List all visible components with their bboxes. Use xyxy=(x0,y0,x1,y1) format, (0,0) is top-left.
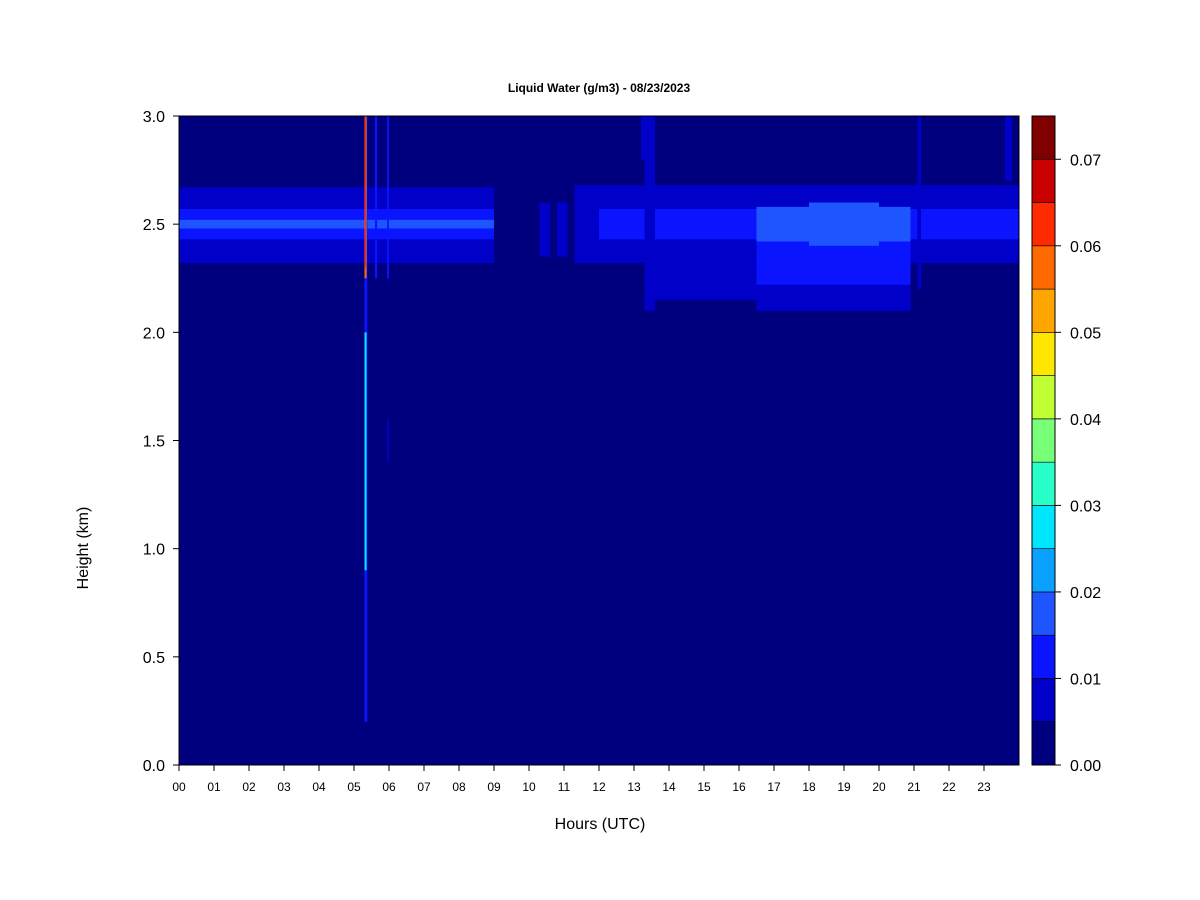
colorbar-tick-label: 0.00 xyxy=(1070,758,1101,775)
x-tick-label: 03 xyxy=(277,780,291,794)
heatmap-region-17 xyxy=(375,116,378,279)
heatmap-region-16 xyxy=(364,116,366,268)
colorbar-segment xyxy=(1031,202,1056,247)
colorbar-tick-label: 0.06 xyxy=(1070,239,1101,256)
chart-title: Liquid Water (g/m3) - 08/23/2023 xyxy=(508,81,691,95)
colorbar-tick-label: 0.01 xyxy=(1070,671,1101,688)
y-tick-label: 1.5 xyxy=(143,434,165,451)
x-axis: 00 01 02 03 04 05 06 07 08 09 10 11 12 13 14 15 16 17 18 19… xyxy=(172,765,991,794)
x-tick-label: 11 xyxy=(558,780,571,794)
colorbar-tick-label: 0.04 xyxy=(1070,412,1101,429)
y-tick-label: 0.0 xyxy=(143,758,165,775)
colorbar-tick-label: 0.05 xyxy=(1070,325,1101,342)
heatmap-region-12 xyxy=(809,202,879,246)
x-tick-label: 19 xyxy=(837,780,851,794)
colorbar: 0.00 0.01 0.02 0.03 0.04 0.05 0.06 0.07 xyxy=(1031,115,1101,775)
x-tick-label: 21 xyxy=(907,780,921,794)
x-tick-label: 22 xyxy=(942,780,956,794)
colorbar-tick-label: 0.07 xyxy=(1070,152,1101,169)
colorbar-tick-label: 0.03 xyxy=(1070,498,1101,515)
colorbar-segment xyxy=(1031,158,1056,203)
x-tick-label: 18 xyxy=(802,780,816,794)
x-tick-label: 15 xyxy=(697,780,711,794)
x-tick-label: 12 xyxy=(592,780,606,794)
x-tick-label: 23 xyxy=(977,780,991,794)
heatmap-region-14 xyxy=(364,332,367,571)
colorbar-segment xyxy=(1031,678,1056,723)
x-tick-label: 13 xyxy=(627,780,641,794)
x-tick-label: 06 xyxy=(382,780,396,794)
y-tick-label: 2.5 xyxy=(143,217,165,234)
colorbar-segment xyxy=(1031,288,1056,333)
heatmap-region-22 xyxy=(1005,116,1012,181)
x-tick-label: 16 xyxy=(732,780,746,794)
x-tick-label: 01 xyxy=(207,780,221,794)
heatmap-region-19 xyxy=(387,418,389,463)
colorbar-segment xyxy=(1031,332,1056,376)
y-axis: 0.0 0.5 1.0 1.5 2.0 2.5 3.0 xyxy=(143,109,179,775)
y-tick-label: 3.0 xyxy=(143,109,165,126)
colorbar-segment xyxy=(1031,591,1056,636)
colorbar-segment xyxy=(1031,375,1056,420)
x-tick-label: 07 xyxy=(417,780,431,794)
x-tick-label: 14 xyxy=(662,780,676,794)
heatmap-region-3 xyxy=(539,202,550,257)
colorbar-segment xyxy=(1031,461,1056,506)
heatmap-region-7 xyxy=(644,116,655,311)
heatmap-region-20 xyxy=(641,116,647,160)
heatmap-region-8 xyxy=(655,263,757,300)
heatmap-region-2 xyxy=(179,219,494,229)
x-tick-label: 09 xyxy=(487,780,501,794)
x-tick-label: 04 xyxy=(312,780,326,794)
colorbar-segment xyxy=(1031,634,1056,679)
x-tick-label: 02 xyxy=(242,780,256,794)
y-tick-label: 2.0 xyxy=(143,325,165,342)
colorbar-segment xyxy=(1031,721,1056,766)
colorbar-segment xyxy=(1031,418,1056,463)
plot-area xyxy=(179,116,1019,765)
y-tick-label: 1.0 xyxy=(143,542,165,559)
x-tick-label: 20 xyxy=(872,780,886,794)
colorbar-segment xyxy=(1031,548,1056,593)
y-axis-label: Height (km) xyxy=(75,507,92,590)
x-tick-label: 05 xyxy=(347,780,361,794)
colorbar-frame xyxy=(1031,115,1056,766)
heatmap-region-21 xyxy=(917,116,921,290)
colorbar-segment xyxy=(1031,505,1056,549)
y-tick-label: 0.5 xyxy=(143,650,165,667)
x-tick-label: 10 xyxy=(522,780,536,794)
colorbar-segment xyxy=(1031,115,1056,160)
heatmap-region-18 xyxy=(387,116,389,279)
colorbar-segment xyxy=(1031,245,1056,290)
colorbar-tick-label: 0.02 xyxy=(1070,585,1101,602)
heatmap-region-4 xyxy=(557,202,568,257)
x-tick-label: 00 xyxy=(172,780,186,794)
x-tick-label: 17 xyxy=(767,780,781,794)
x-tick-label: 08 xyxy=(452,780,466,794)
x-axis-label: Hours (UTC) xyxy=(555,816,646,833)
